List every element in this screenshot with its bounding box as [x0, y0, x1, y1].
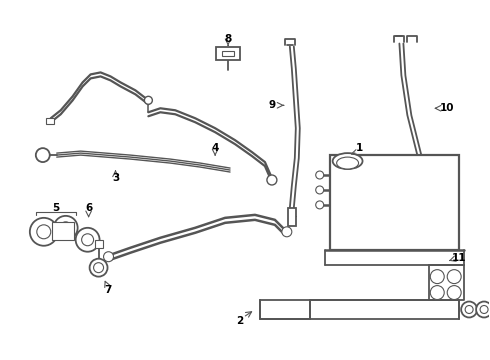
Text: 8: 8	[224, 33, 232, 44]
Circle shape	[461, 302, 477, 318]
Bar	[288, 208, 296, 226]
Bar	[222, 50, 234, 57]
Circle shape	[447, 270, 461, 284]
Circle shape	[90, 259, 107, 276]
Circle shape	[316, 201, 324, 209]
Circle shape	[37, 225, 51, 239]
Text: 10: 10	[440, 103, 454, 113]
Circle shape	[82, 234, 94, 246]
Circle shape	[282, 227, 292, 237]
Circle shape	[145, 96, 152, 104]
Bar	[216, 46, 240, 60]
Circle shape	[480, 306, 488, 314]
Circle shape	[75, 228, 99, 252]
Circle shape	[267, 175, 277, 185]
Bar	[52, 222, 74, 240]
Text: 3: 3	[112, 173, 119, 183]
Circle shape	[447, 285, 461, 300]
Circle shape	[476, 302, 490, 318]
Ellipse shape	[333, 153, 363, 169]
Bar	[95, 240, 102, 248]
Circle shape	[60, 222, 72, 234]
Text: 11: 11	[452, 253, 466, 263]
Text: 7: 7	[104, 284, 111, 294]
Text: 6: 6	[85, 203, 92, 213]
Circle shape	[465, 306, 473, 314]
Text: 4: 4	[211, 143, 219, 153]
Text: 2: 2	[236, 316, 244, 327]
Bar	[407, 231, 416, 249]
Circle shape	[36, 148, 50, 162]
Circle shape	[430, 285, 444, 300]
Text: 1: 1	[356, 143, 363, 153]
Text: 5: 5	[52, 203, 59, 213]
Circle shape	[94, 263, 103, 273]
Bar	[46, 118, 54, 124]
Circle shape	[316, 171, 324, 179]
Circle shape	[430, 270, 444, 284]
Circle shape	[54, 216, 77, 240]
Circle shape	[103, 252, 114, 262]
Circle shape	[30, 218, 58, 246]
Bar	[330, 155, 459, 250]
Text: 9: 9	[269, 100, 275, 110]
Circle shape	[316, 186, 324, 194]
Ellipse shape	[337, 157, 359, 169]
